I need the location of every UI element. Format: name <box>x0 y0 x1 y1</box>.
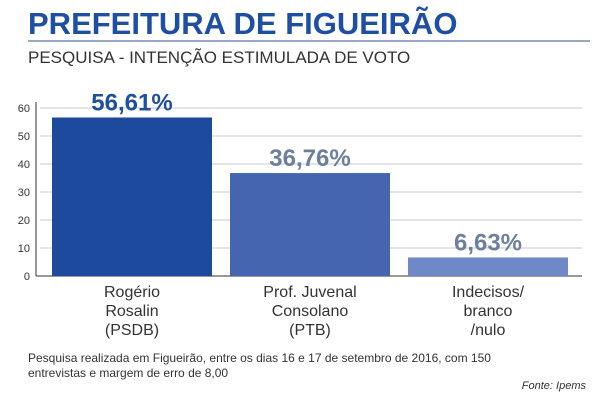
y-tick-label: 20 <box>18 215 30 227</box>
bar <box>52 117 212 276</box>
category-label: /nulo <box>471 322 506 339</box>
y-tick-label: 30 <box>18 187 30 199</box>
bar-chart: 0 10 20 30 40 50 60 56,61% Rogério Rosalin (PSDB) 3… <box>18 89 582 339</box>
data-label: 36,76% <box>269 145 350 172</box>
bar <box>230 173 390 276</box>
y-tick-label: 40 <box>18 159 30 171</box>
data-label: 56,61% <box>91 89 172 116</box>
data-label: 6,63% <box>454 229 522 256</box>
category-label: (PSDB) <box>105 322 159 339</box>
category-label: Prof. Juvenal <box>263 284 356 301</box>
y-tick-label: 60 <box>18 103 30 115</box>
y-tick-label: 0 <box>24 271 30 283</box>
y-tick-label: 10 <box>18 243 30 255</box>
bar <box>408 257 568 276</box>
category-label: Rosalin <box>105 303 158 320</box>
category-label: branco <box>464 303 513 320</box>
y-tick-label: 50 <box>18 131 30 143</box>
chart-subtitle: PESQUISA - INTENÇÃO ESTIMULADA DE VOTO <box>28 48 411 67</box>
category-label: Indecisos/ <box>452 284 525 301</box>
survey-footnote: Pesquisa realizada em Figueirão, entre o… <box>28 351 491 380</box>
source-credit: Fonte: Ipems <box>521 380 586 392</box>
category-label: (PTB) <box>289 322 331 339</box>
category-label: Rogério <box>104 284 160 301</box>
title-divider <box>28 40 590 42</box>
category-label: Consolano <box>272 303 349 320</box>
chart-title: PREFEITURA DE FIGUEIRÃO <box>28 6 458 41</box>
